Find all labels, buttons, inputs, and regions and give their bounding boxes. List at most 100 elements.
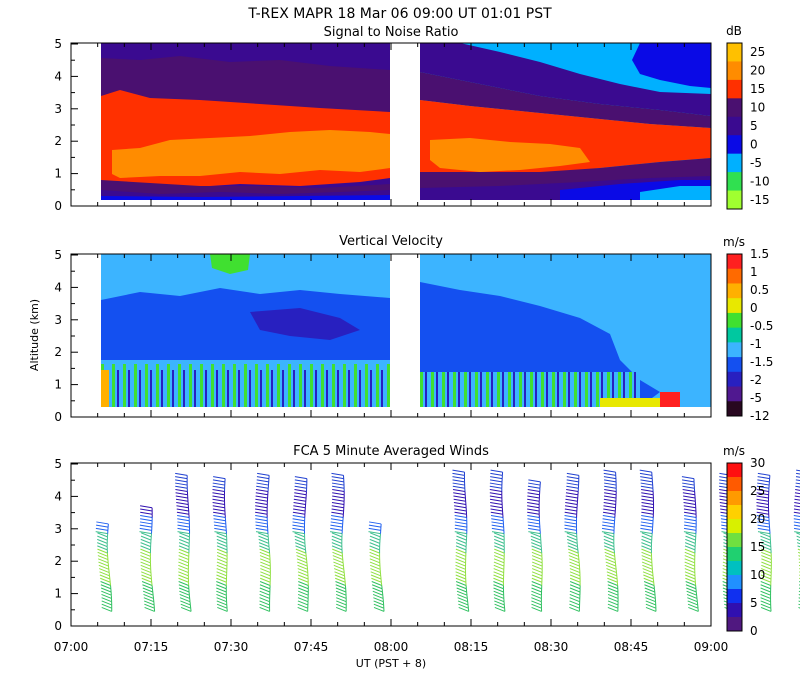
wind-barb — [216, 584, 227, 590]
wind-barb — [603, 495, 617, 499]
wind-barb — [140, 561, 151, 567]
wind-barb — [641, 551, 652, 557]
wind-barb — [368, 527, 381, 531]
wind-barb — [456, 584, 467, 590]
wind-barb — [140, 555, 151, 561]
wind-barb — [334, 577, 346, 583]
wind-barb — [296, 555, 307, 561]
wind-barb — [369, 558, 380, 564]
wind-barb — [176, 508, 189, 512]
wind-barb — [332, 485, 345, 489]
wind-barb — [641, 511, 654, 515]
wind-barb — [605, 561, 616, 567]
wind-barb — [332, 498, 345, 502]
wind-barb — [761, 555, 772, 561]
wind-barb — [793, 521, 800, 524]
wind-barb — [641, 505, 654, 509]
wind-barb — [259, 597, 270, 603]
wind-barb — [256, 479, 269, 483]
wind-barb — [760, 542, 771, 548]
wind-barb — [369, 548, 380, 554]
wind-barb — [494, 551, 505, 557]
colorbar-swatch — [727, 371, 742, 388]
wind-barb — [180, 603, 191, 609]
wind-barb — [258, 542, 270, 548]
winds-panel: FCA 5 Minute Averaged Winds 0 1 2 3 4 5 07:00… — [54, 444, 800, 670]
wind-barb — [100, 581, 111, 586]
wind-barb — [292, 518, 305, 522]
wind-barb — [531, 551, 543, 557]
colorbar-swatch — [727, 298, 742, 314]
wind-barb — [491, 524, 504, 528]
wind-barb — [641, 545, 652, 551]
colorbar-label: -10 — [750, 174, 770, 188]
wind-barb — [684, 555, 695, 561]
wind-barb — [296, 558, 308, 564]
wind-barb — [641, 542, 652, 548]
wind-barb — [332, 555, 343, 561]
wind-barb — [178, 551, 189, 557]
wind-barb — [142, 587, 153, 593]
wind-barb — [527, 508, 540, 512]
wind-barb — [371, 577, 382, 583]
wind-barb — [683, 531, 696, 535]
wind-barb — [793, 527, 800, 530]
wind-barb — [255, 514, 268, 518]
wind-barb — [453, 495, 466, 499]
wind-barb — [760, 577, 772, 583]
wind-barb — [297, 603, 308, 609]
wind-barb — [216, 590, 227, 596]
wind-barb — [604, 548, 615, 554]
colorbar-swatch — [727, 561, 742, 576]
wind-barb — [607, 590, 619, 596]
wind-barb — [216, 558, 228, 564]
wind-profile — [95, 521, 113, 612]
wind-barb — [297, 568, 308, 574]
wind-profile — [330, 472, 347, 612]
wind-barb — [530, 532, 541, 538]
wind-barb — [455, 545, 467, 551]
wind-barb — [259, 603, 270, 609]
wind-barb — [640, 524, 653, 528]
wind-barb — [641, 548, 652, 554]
wind-barb — [216, 555, 228, 561]
wind-barb — [686, 593, 698, 599]
wind-barb — [292, 524, 305, 528]
wind-barb — [493, 561, 505, 567]
wind-barb — [292, 527, 305, 531]
wind-barb — [101, 593, 112, 599]
wind-barb — [452, 472, 465, 476]
wind-barb — [140, 538, 151, 544]
y-tick-label: 3 — [54, 313, 62, 327]
wind-barb — [216, 532, 227, 538]
wind-barb — [331, 479, 344, 483]
wind-barb — [292, 531, 305, 535]
wind-barb — [336, 597, 347, 603]
wind-barb — [681, 479, 695, 483]
colorbar-label: 5 — [750, 119, 758, 133]
wind-barb — [216, 581, 227, 586]
wind-barb — [175, 492, 188, 496]
wind-barb — [531, 574, 543, 580]
wind-barb — [566, 476, 579, 480]
wind-barb — [569, 603, 580, 609]
wind-barb — [213, 511, 226, 515]
wind-barb — [567, 542, 578, 548]
wind-barb — [602, 514, 615, 518]
wind-barb — [332, 492, 345, 496]
y-tick-label: 2 — [54, 345, 62, 359]
wind-barb — [334, 574, 346, 580]
wind-barb — [687, 603, 699, 609]
wind-barb — [452, 482, 465, 486]
wind-barb — [258, 535, 269, 541]
wind-barb — [453, 498, 466, 502]
colorbar-label: 5 — [750, 596, 758, 610]
wind-barb — [567, 545, 579, 551]
wind-barb — [761, 568, 772, 574]
velocity-x-ticks — [70, 254, 712, 417]
wind-barb — [335, 606, 347, 612]
wind-barb — [602, 518, 615, 522]
wind-barb — [793, 514, 800, 517]
x-tick-label: 08:15 — [454, 640, 489, 654]
wind-barb — [142, 590, 154, 596]
